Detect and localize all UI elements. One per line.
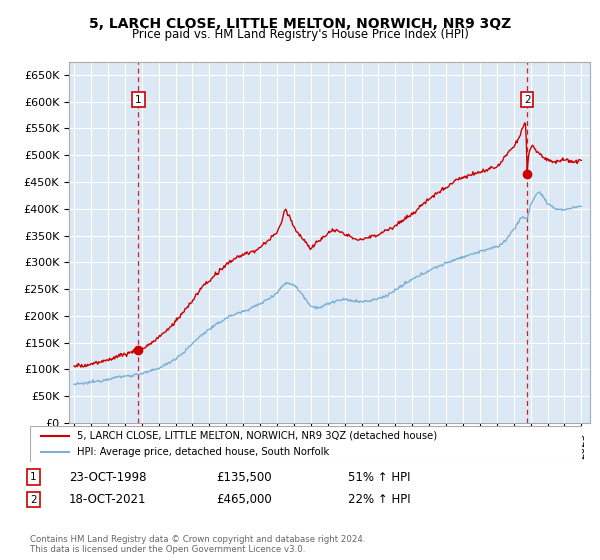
Text: HPI: Average price, detached house, South Norfolk: HPI: Average price, detached house, Sout… (77, 447, 329, 457)
Text: 2: 2 (30, 494, 37, 505)
Text: 22% ↑ HPI: 22% ↑ HPI (348, 493, 410, 506)
Text: £135,500: £135,500 (216, 470, 272, 484)
Text: Price paid vs. HM Land Registry's House Price Index (HPI): Price paid vs. HM Land Registry's House … (131, 28, 469, 41)
Text: 23-OCT-1998: 23-OCT-1998 (69, 470, 146, 484)
Text: 5, LARCH CLOSE, LITTLE MELTON, NORWICH, NR9 3QZ (detached house): 5, LARCH CLOSE, LITTLE MELTON, NORWICH, … (77, 431, 437, 441)
Text: 1: 1 (30, 472, 37, 482)
Text: 1: 1 (135, 95, 142, 105)
Text: £465,000: £465,000 (216, 493, 272, 506)
Text: 51% ↑ HPI: 51% ↑ HPI (348, 470, 410, 484)
Text: 2: 2 (524, 95, 530, 105)
Text: Contains HM Land Registry data © Crown copyright and database right 2024.
This d: Contains HM Land Registry data © Crown c… (30, 535, 365, 554)
FancyBboxPatch shape (30, 426, 582, 462)
Text: 5, LARCH CLOSE, LITTLE MELTON, NORWICH, NR9 3QZ: 5, LARCH CLOSE, LITTLE MELTON, NORWICH, … (89, 17, 511, 31)
Text: 18-OCT-2021: 18-OCT-2021 (69, 493, 146, 506)
